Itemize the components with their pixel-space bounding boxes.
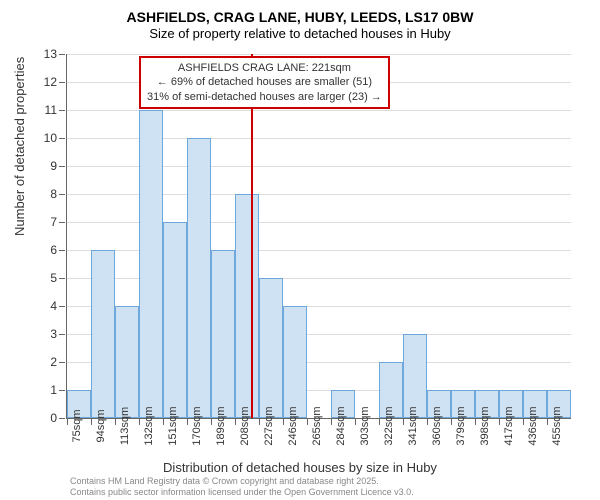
y-tick-label: 12	[44, 75, 57, 89]
x-tick	[211, 419, 212, 425]
x-tick-label: 208sqm	[239, 406, 251, 445]
y-tick-label: 9	[50, 159, 57, 173]
y-tick	[59, 110, 65, 111]
y-tick	[59, 194, 65, 195]
histogram-bar	[259, 278, 283, 418]
y-tick	[59, 362, 65, 363]
y-tick-label: 3	[50, 327, 57, 341]
attribution-text: Contains HM Land Registry data © Crown c…	[70, 476, 414, 498]
x-tick-label: 265sqm	[311, 406, 323, 445]
y-tick	[59, 138, 65, 139]
histogram-bar	[115, 306, 139, 418]
y-tick-label: 0	[50, 411, 57, 425]
y-tick-label: 8	[50, 187, 57, 201]
x-tick-label: 379sqm	[455, 406, 467, 445]
x-tick	[523, 419, 524, 425]
x-tick	[139, 419, 140, 425]
x-tick-label: 189sqm	[215, 406, 227, 445]
attribution-line1: Contains HM Land Registry data © Crown c…	[70, 476, 414, 487]
y-tick	[59, 54, 65, 55]
y-tick-label: 6	[50, 243, 57, 257]
x-tick-label: 132sqm	[143, 406, 155, 445]
histogram-bar	[91, 250, 115, 418]
y-tick-label: 5	[50, 271, 57, 285]
x-tick-label: 75sqm	[71, 409, 83, 442]
x-tick	[283, 419, 284, 425]
x-tick-label: 360sqm	[431, 406, 443, 445]
y-tick-label: 1	[50, 383, 57, 397]
chart-title-line1: ASHFIELDS, CRAG LANE, HUBY, LEEDS, LS17 …	[0, 0, 600, 26]
y-tick-label: 2	[50, 355, 57, 369]
x-tick-label: 436sqm	[527, 406, 539, 445]
x-tick-label: 303sqm	[359, 406, 371, 445]
histogram-bar	[403, 334, 427, 418]
chart-container: ASHFIELDS, CRAG LANE, HUBY, LEEDS, LS17 …	[0, 0, 600, 500]
x-tick	[331, 419, 332, 425]
x-tick-label: 246sqm	[287, 406, 299, 445]
x-tick	[475, 419, 476, 425]
x-tick	[355, 419, 356, 425]
x-tick	[235, 419, 236, 425]
x-tick	[259, 419, 260, 425]
x-tick	[163, 419, 164, 425]
x-tick	[499, 419, 500, 425]
x-tick-label: 94sqm	[95, 409, 107, 442]
y-tick	[59, 418, 65, 419]
x-tick	[115, 419, 116, 425]
chart-title-line2: Size of property relative to detached ho…	[0, 26, 600, 45]
x-tick-label: 227sqm	[263, 406, 275, 445]
histogram-bar	[163, 222, 187, 418]
y-tick	[59, 390, 65, 391]
x-axis-title: Distribution of detached houses by size …	[0, 460, 600, 475]
y-tick-label: 13	[44, 47, 57, 61]
x-tick-label: 284sqm	[335, 406, 347, 445]
annotation-line2: ← 69% of detached houses are smaller (51…	[147, 75, 382, 89]
x-tick	[187, 419, 188, 425]
x-tick-label: 398sqm	[479, 406, 491, 445]
x-tick-label: 417sqm	[503, 406, 515, 445]
y-tick-label: 10	[44, 131, 57, 145]
annotation-line1: ASHFIELDS CRAG LANE: 221sqm	[147, 61, 382, 75]
x-tick-label: 151sqm	[167, 406, 179, 445]
x-tick	[67, 419, 68, 425]
x-tick	[547, 419, 548, 425]
x-tick	[379, 419, 380, 425]
annotation-box: ASHFIELDS CRAG LANE: 221sqm← 69% of deta…	[139, 56, 390, 109]
histogram-bar	[283, 306, 307, 418]
x-tick-label: 322sqm	[383, 406, 395, 445]
x-tick-label: 170sqm	[191, 406, 203, 445]
x-tick	[427, 419, 428, 425]
annotation-line3: 31% of semi-detached houses are larger (…	[147, 90, 382, 104]
y-tick	[59, 306, 65, 307]
x-tick	[307, 419, 308, 425]
histogram-bar	[211, 250, 235, 418]
chart-plot-area: 01234567891011121375sqm94sqm113sqm132sqm…	[66, 54, 571, 419]
y-tick	[59, 278, 65, 279]
y-axis-title: Number of detached properties	[12, 57, 27, 236]
histogram-bar	[139, 110, 163, 418]
x-tick	[91, 419, 92, 425]
x-tick	[451, 419, 452, 425]
histogram-bar	[187, 138, 211, 418]
x-tick-label: 455sqm	[551, 406, 563, 445]
y-tick	[59, 250, 65, 251]
attribution-line2: Contains public sector information licen…	[70, 487, 414, 498]
y-tick	[59, 334, 65, 335]
x-tick	[403, 419, 404, 425]
y-tick	[59, 222, 65, 223]
gridline	[67, 54, 571, 55]
y-tick	[59, 166, 65, 167]
y-tick-label: 4	[50, 299, 57, 313]
y-tick	[59, 82, 65, 83]
x-tick-label: 341sqm	[407, 406, 419, 445]
y-tick-label: 11	[45, 103, 57, 117]
x-tick-label: 113sqm	[119, 407, 131, 445]
histogram-bar	[235, 194, 259, 418]
y-tick-label: 7	[50, 215, 57, 229]
